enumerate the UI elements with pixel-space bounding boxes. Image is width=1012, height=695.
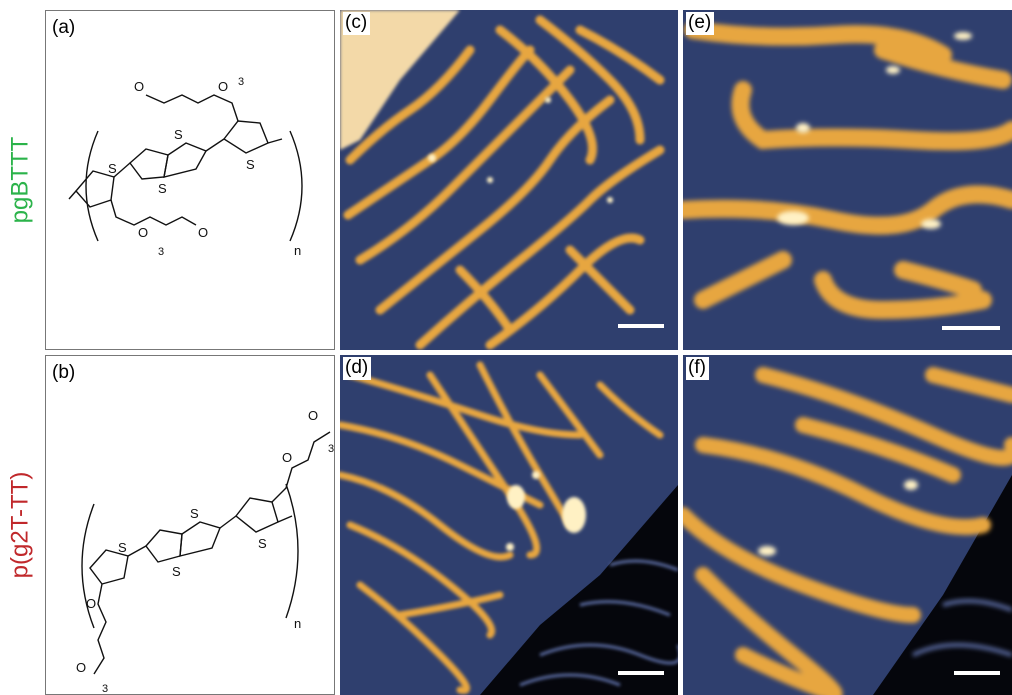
stm-image-c [340, 10, 678, 350]
panel-e-stm-image: (e) [683, 10, 1012, 350]
stm-image-f [683, 355, 1012, 695]
row-label-pg2t-tt: p(g2T-TT) [6, 471, 33, 579]
panel-d-stm-image: (d) [340, 355, 678, 695]
panel-a-label: (a) [52, 17, 76, 38]
svg-text:O: O [308, 408, 318, 423]
svg-text:S: S [190, 506, 199, 521]
svg-text:O: O [86, 596, 96, 611]
repeat-unit-n: n [294, 243, 301, 258]
panel-b-label: (b) [52, 362, 76, 383]
svg-text:S: S [246, 157, 255, 172]
stm-image-d [340, 355, 678, 695]
panel-a-structure: (a) S S S S O O 3 O O 3 n [45, 10, 335, 350]
svg-text:3: 3 [238, 76, 244, 88]
row-label-bottom: p(g2T-TT) [0, 355, 40, 695]
svg-text:O: O [282, 450, 292, 465]
panel-c-label: (c) [343, 12, 371, 35]
svg-text:S: S [174, 127, 183, 142]
row-label-top: pgBTTT [0, 10, 40, 350]
panel-f-label: (f) [686, 357, 709, 380]
svg-text:S: S [108, 161, 117, 176]
stm-image-e [683, 10, 1012, 350]
scale-bar-f [954, 671, 1000, 675]
svg-text:S: S [172, 564, 181, 579]
svg-text:O: O [198, 225, 208, 240]
scale-bar-e [942, 326, 1000, 330]
pgbttt-structure-drawing: S S S S O O 3 O O 3 n [68, 76, 303, 258]
svg-text:O: O [76, 660, 86, 675]
panel-c-stm-image: (c) [340, 10, 678, 350]
svg-text:S: S [118, 540, 127, 555]
scale-bar-d [618, 671, 664, 675]
panel-e-label: (e) [686, 12, 715, 35]
pg2t-tt-structure-drawing: S S S S O O 3 O O 3 n [76, 408, 334, 695]
repeat-unit-n: n [294, 616, 301, 631]
svg-text:S: S [258, 536, 267, 551]
panel-d-label: (d) [343, 357, 372, 380]
svg-text:3: 3 [102, 683, 108, 695]
svg-text:3: 3 [158, 246, 164, 258]
svg-text:3: 3 [328, 443, 334, 455]
row-label-pgbttt: pgBTTT [6, 136, 33, 224]
svg-text:S: S [158, 181, 167, 196]
panel-b-structure: (b) S S S S O O 3 O O 3 n [45, 355, 335, 695]
svg-text:O: O [134, 79, 144, 94]
panel-f-stm-image: (f) [683, 355, 1012, 695]
scale-bar-c [618, 324, 664, 328]
svg-text:O: O [138, 225, 148, 240]
svg-text:O: O [218, 79, 228, 94]
